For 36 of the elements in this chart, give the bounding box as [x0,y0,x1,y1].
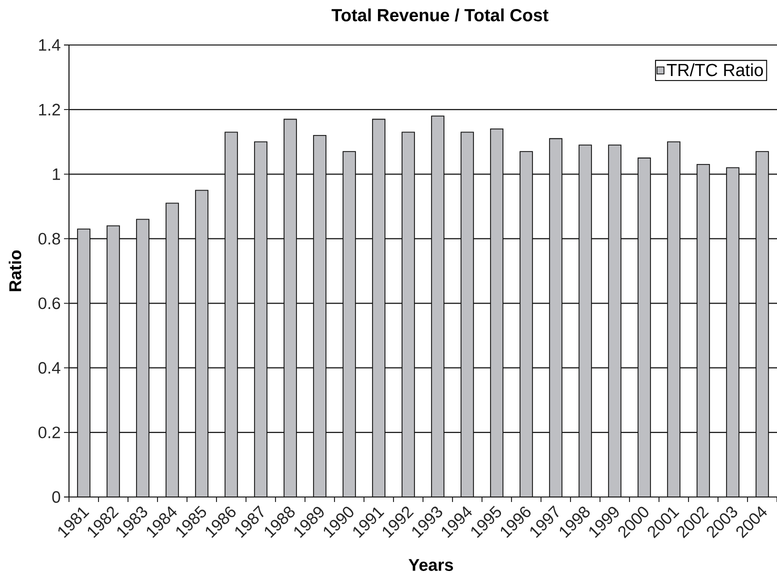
y-tick-label: 0.4 [38,362,60,374]
bar [460,132,474,497]
bar [549,138,562,497]
bar [667,141,680,497]
y-tick-label: 1.4 [39,39,60,51]
bar [520,151,533,497]
bar [756,151,769,497]
bar [431,116,444,497]
bar [402,132,415,497]
bar [284,118,297,497]
bar [77,228,90,497]
bar [313,134,326,497]
bar [342,151,356,497]
bar [638,158,651,497]
bar [166,202,179,497]
y-tick-label: 0 [52,491,60,503]
bar [608,144,622,497]
bar [106,225,120,497]
chart-title: Total Revenue / Total Cost [332,8,548,22]
bar [696,164,710,497]
bar [372,118,386,497]
bar [490,128,504,497]
x-axis-title: Years [408,559,453,571]
y-tick-label: 0.8 [38,232,60,245]
y-tick-label: 1.2 [39,104,60,116]
y-tick-label: 0.6 [38,297,60,310]
bar [726,167,740,497]
bar [195,190,208,497]
bar [578,144,592,497]
bar [224,132,238,497]
y-tick-label: 0.2 [38,426,60,438]
y-axis-title: Ratio [8,250,22,292]
y-tick-label: 1 [52,168,60,180]
bar [136,218,150,497]
bar [254,141,268,497]
legend-label: TR/TC Ratio [666,63,763,76]
